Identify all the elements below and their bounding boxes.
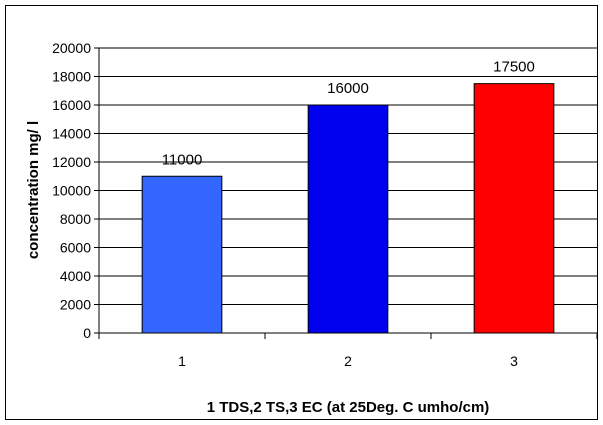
axes [94, 47, 598, 339]
data-label: 17500 [493, 59, 535, 76]
x-tick-label: 3 [510, 353, 518, 369]
y-tick-label: 20000 [52, 40, 91, 56]
y-axis-title: concentration mg/ l [25, 121, 42, 259]
y-tick-label: 16000 [52, 97, 91, 113]
data-label: 16000 [327, 80, 369, 97]
bar [141, 175, 223, 334]
y-tick-label: 12000 [52, 154, 91, 170]
data-label: 11000 [162, 151, 203, 168]
y-tick-label: 10000 [52, 183, 91, 199]
y-tick-label: 6000 [60, 240, 91, 256]
labels: 0 2000 4000 6000 8000 10000 12000 14000 16000 180… [52, 40, 535, 369]
x-axis-title: 1 TDS,2 TS,3 EC (at 25Deg. C umho/cm) [207, 399, 490, 416]
y-tick-label: 14000 [52, 126, 91, 142]
y-tick-label: 8000 [60, 211, 91, 227]
y-tick-label: 0 [83, 325, 91, 341]
y-tick-label: 4000 [60, 268, 91, 284]
x-tick-label: 1 [178, 353, 186, 369]
x-tick-label: 2 [344, 353, 352, 369]
y-tick-label: 2000 [60, 297, 91, 313]
bars [141, 83, 555, 334]
bar [473, 83, 555, 334]
y-tick-label: 18000 [52, 69, 91, 85]
bar [307, 104, 389, 334]
